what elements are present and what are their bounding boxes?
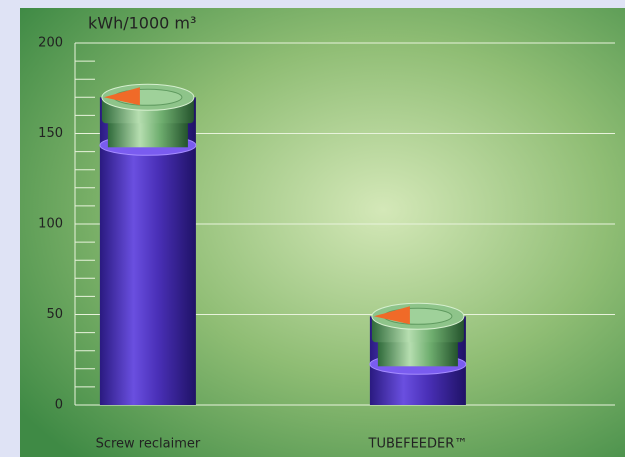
- y-tick-label: 100: [38, 217, 63, 232]
- y-tick-label: 0: [55, 398, 63, 413]
- y-tick-label: 50: [46, 307, 63, 322]
- x-tick-label: Screw reclaimer: [96, 437, 201, 452]
- pointer: [373, 306, 410, 325]
- y-tick-label: 200: [38, 36, 63, 51]
- x-tick-label: TUBEFEEDER™: [368, 437, 468, 452]
- chart-title: kWh/1000 m³: [88, 14, 196, 33]
- y-tick-label: 150: [38, 126, 63, 141]
- pointer: [103, 87, 140, 106]
